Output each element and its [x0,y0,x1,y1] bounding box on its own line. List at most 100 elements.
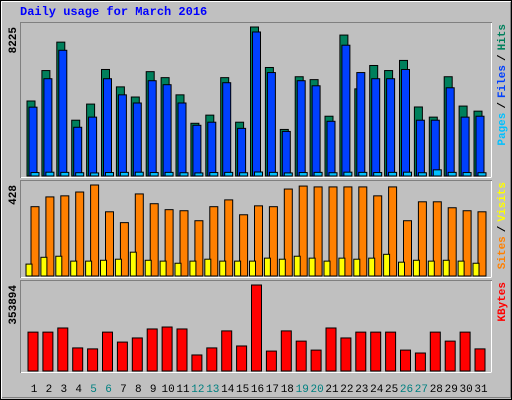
bar [328,186,338,277]
x-tick-label: 3 [60,384,67,396]
legend-separator: / [497,54,509,61]
chart-title: Daily usage for March 2016 [20,5,207,19]
bar [386,78,396,177]
bar [100,259,107,277]
bar [239,172,249,177]
bar [239,214,249,277]
bar [221,330,233,372]
bar [388,186,398,277]
bar [358,171,368,177]
bar [358,186,368,277]
bar [341,44,351,177]
bar [472,262,480,277]
x-tick-label: 5 [90,384,97,396]
bar [295,340,307,372]
bar [103,78,112,177]
bar [281,130,291,177]
x-tick-label: 18 [281,384,294,396]
bar [209,206,219,277]
bar [356,72,366,177]
bar [58,49,68,177]
bar [114,258,122,277]
x-tick-label: 2 [46,384,53,396]
bar [427,260,435,277]
bar [388,171,398,177]
bar [55,255,63,277]
bar [192,124,202,177]
bar [462,172,472,177]
bar [194,172,204,177]
bar [313,186,323,277]
bar [176,328,188,372]
bar [252,31,261,177]
bar [45,196,55,277]
bar [373,195,383,277]
bar [459,331,471,372]
bar [204,258,212,277]
x-tick-label: 15 [236,384,249,396]
x-tick-label: 28 [430,384,443,396]
bar [57,327,69,372]
bar [45,171,55,177]
x-tick-label: 10 [161,384,174,396]
x-tick-label: 13 [206,384,219,396]
bar [191,354,203,372]
bar [340,337,352,372]
bar [149,172,159,177]
x-tick-label: 11 [176,384,190,396]
x-tick-label: 8 [135,384,142,396]
bar [28,106,38,177]
bar [27,331,39,372]
bar [70,260,78,277]
bar [447,207,457,277]
bar [298,185,308,277]
bar [280,330,292,372]
bar [251,284,262,372]
bar [146,328,158,372]
bar [398,261,405,277]
bar [237,127,247,177]
bar [90,172,100,177]
legend-separator: / [497,102,509,109]
bar [373,172,383,177]
bar [144,259,152,277]
y-tick-label: 8225 [8,27,20,54]
bar [224,171,234,177]
bar [119,171,129,177]
bar [30,172,40,177]
bar [194,220,204,277]
bar [179,172,189,177]
bar [403,171,412,177]
bar [174,262,182,277]
bar [417,172,427,177]
bar [383,253,391,277]
legend-entry: Hits [497,24,509,50]
bar [412,259,420,277]
bar [129,251,137,277]
bar [432,201,442,277]
bar [209,172,219,177]
bar [40,256,48,277]
y-tick-label: 353894 [8,285,20,325]
bar [403,220,412,277]
bar [25,263,33,277]
bar [338,257,346,277]
legend-entry: Sites [497,236,509,269]
bar [30,206,40,277]
x-tick-label: 4 [75,384,82,396]
bar [119,222,129,277]
legend-separator: / [497,225,509,232]
bar [310,349,322,372]
x-tick-label: 22 [340,384,353,396]
bar [249,260,256,277]
bar [149,203,159,277]
bar [283,188,293,277]
x-tick-label: 23 [355,384,368,396]
bar [328,172,338,177]
x-tick-label: 25 [385,384,398,396]
bar [323,260,331,277]
bar [234,260,242,277]
bar [414,352,426,372]
x-tick-label: 31 [474,384,488,396]
